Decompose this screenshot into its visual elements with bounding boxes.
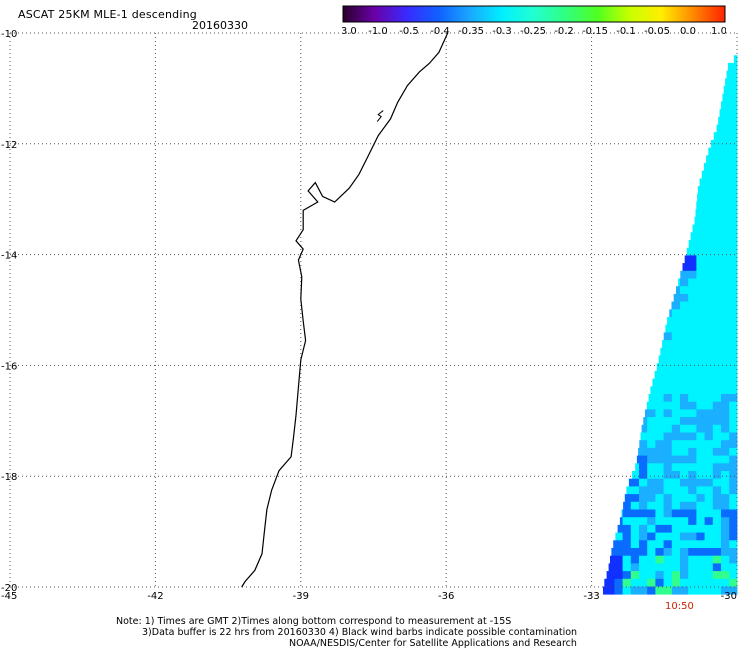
lat-tick-label: -10	[1, 29, 17, 40]
note-line-3: NOAA/NESDIS/Center for Satellite Applica…	[289, 638, 577, 649]
colorbar-tick-label: -0.35	[458, 26, 484, 35]
colorbar-tick-label: -1.0	[368, 26, 388, 35]
coastline-inlet	[376, 110, 384, 122]
colorbar-tick-label: -0.15	[582, 26, 608, 35]
lat-tick-label: -14	[1, 251, 17, 262]
colorbar-tick-label: -0.5	[399, 26, 419, 35]
lon-tick-label: -33	[583, 591, 599, 602]
colorbar: -3.0-1.0-0.5-0.4-0.35-0.3-0.25-0.2-0.15-…	[342, 5, 726, 35]
swath-cells	[603, 55, 738, 595]
colorbar-gradient	[342, 5, 726, 23]
lat-tick-label: -18	[1, 472, 17, 483]
colorbar-tick-label: -0.05	[644, 26, 670, 35]
product-date: 20160330	[192, 19, 248, 32]
colorbar-tick-label: -0.1	[616, 26, 636, 35]
note-line-1: Note: 1) Times are GMT 2)Times along bot…	[116, 616, 512, 627]
colorbar-tick-label: -0.25	[520, 26, 546, 35]
colorbar-tick-label: -0.2	[554, 26, 574, 35]
colorbar-tick-label: 0.0	[680, 26, 696, 35]
product-title: ASCAT 25KM MLE-1 descending	[18, 8, 197, 21]
lon-tick-label: -45	[1, 591, 17, 602]
note-line-2: 3)Data buffer is 22 hrs from 20160330 4)…	[142, 627, 578, 638]
lon-tick-label: -39	[293, 591, 309, 602]
colorbar-tick-label: -0.3	[492, 26, 512, 35]
lon-tick-label: -30	[721, 591, 737, 602]
lon-tick-label: -36	[438, 591, 454, 602]
lon-tick-label: -42	[147, 591, 163, 602]
lat-tick-label: -12	[1, 140, 17, 151]
lat-tick-label: -16	[1, 361, 17, 372]
graticule	[9, 32, 738, 588]
swath-time-label: 10:50	[665, 601, 694, 612]
colorbar-tick-label: 1.0	[711, 26, 726, 35]
lat-tick-label: -20	[1, 583, 17, 594]
colorbar-tick-label: -3.0	[342, 26, 357, 35]
colorbar-tick-label: -0.4	[430, 26, 450, 35]
coastline	[241, 32, 449, 588]
